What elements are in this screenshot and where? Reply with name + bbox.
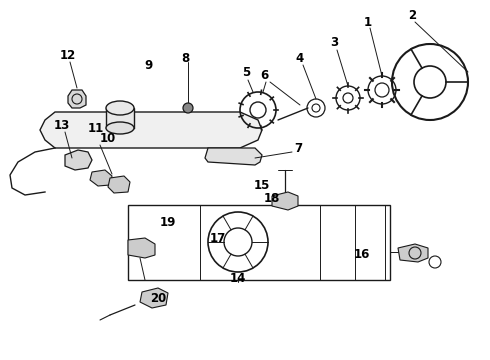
Polygon shape [272,192,298,210]
Text: 12: 12 [60,49,76,62]
Polygon shape [65,150,92,170]
Polygon shape [108,176,130,193]
Polygon shape [68,90,86,108]
Text: 17: 17 [210,231,226,244]
Text: 15: 15 [254,179,270,192]
Polygon shape [40,112,262,148]
Text: 9: 9 [144,59,152,72]
Text: 20: 20 [150,292,166,305]
Text: 4: 4 [296,51,304,64]
Text: 18: 18 [264,192,280,204]
Polygon shape [205,148,262,165]
Circle shape [183,103,193,113]
Polygon shape [128,238,155,258]
Text: 1: 1 [364,15,372,28]
Text: 11: 11 [88,122,104,135]
Polygon shape [90,170,112,186]
Polygon shape [398,244,428,262]
Text: 5: 5 [242,66,250,78]
Polygon shape [106,108,134,128]
Text: 3: 3 [330,36,338,49]
Text: 13: 13 [54,118,70,131]
Text: 2: 2 [408,9,416,22]
Text: 7: 7 [294,141,302,154]
Ellipse shape [106,122,134,134]
Text: 19: 19 [160,216,176,229]
Polygon shape [140,288,168,308]
Text: 14: 14 [230,271,246,284]
Text: 16: 16 [354,248,370,261]
Text: 8: 8 [181,51,189,64]
Text: 10: 10 [100,131,116,144]
Text: 6: 6 [260,68,268,81]
Ellipse shape [106,101,134,115]
